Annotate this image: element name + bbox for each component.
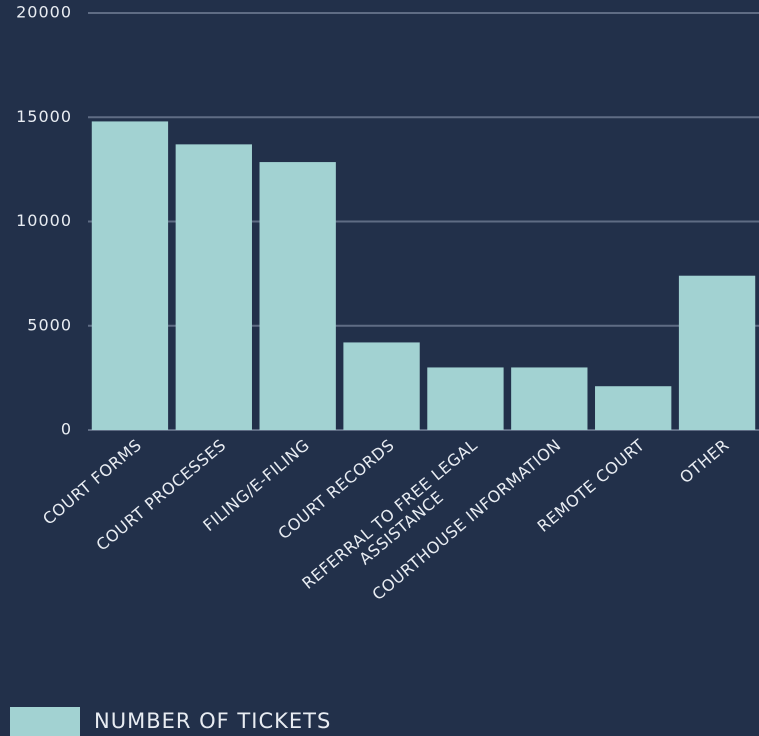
y-tick-label: 5000 (27, 315, 72, 334)
bar (175, 144, 252, 431)
bar (511, 367, 588, 430)
legend-swatch (10, 707, 80, 736)
bar (91, 121, 169, 431)
bar (427, 367, 504, 430)
y-tick-label: 0 (61, 420, 72, 439)
legend-label: NUMBER OF TICKETS (94, 709, 332, 733)
bar (259, 162, 336, 430)
bar (595, 386, 672, 430)
bar (678, 275, 756, 430)
y-tick-label: 15000 (16, 107, 72, 126)
bar (343, 342, 420, 430)
y-tick-label: 20000 (16, 3, 72, 22)
y-tick-label: 10000 (16, 211, 72, 230)
